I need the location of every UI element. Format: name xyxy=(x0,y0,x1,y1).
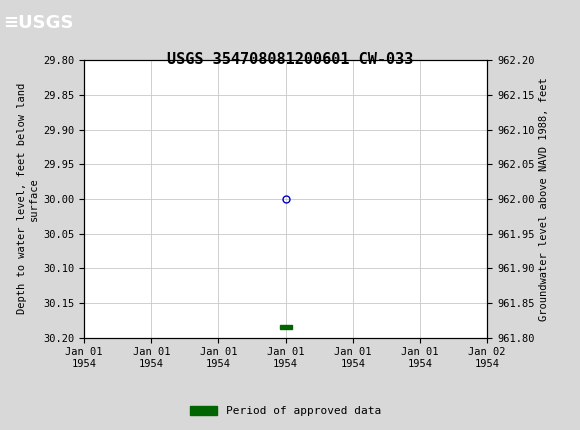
Text: USGS 354708081200601 CW-033: USGS 354708081200601 CW-033 xyxy=(167,52,413,67)
Legend: Period of approved data: Period of approved data xyxy=(185,402,386,421)
Bar xyxy=(280,325,292,329)
Text: ≡USGS: ≡USGS xyxy=(3,15,74,33)
Y-axis label: Groundwater level above NAVD 1988, feet: Groundwater level above NAVD 1988, feet xyxy=(539,77,549,321)
Y-axis label: Depth to water level, feet below land
surface: Depth to water level, feet below land su… xyxy=(17,83,39,314)
